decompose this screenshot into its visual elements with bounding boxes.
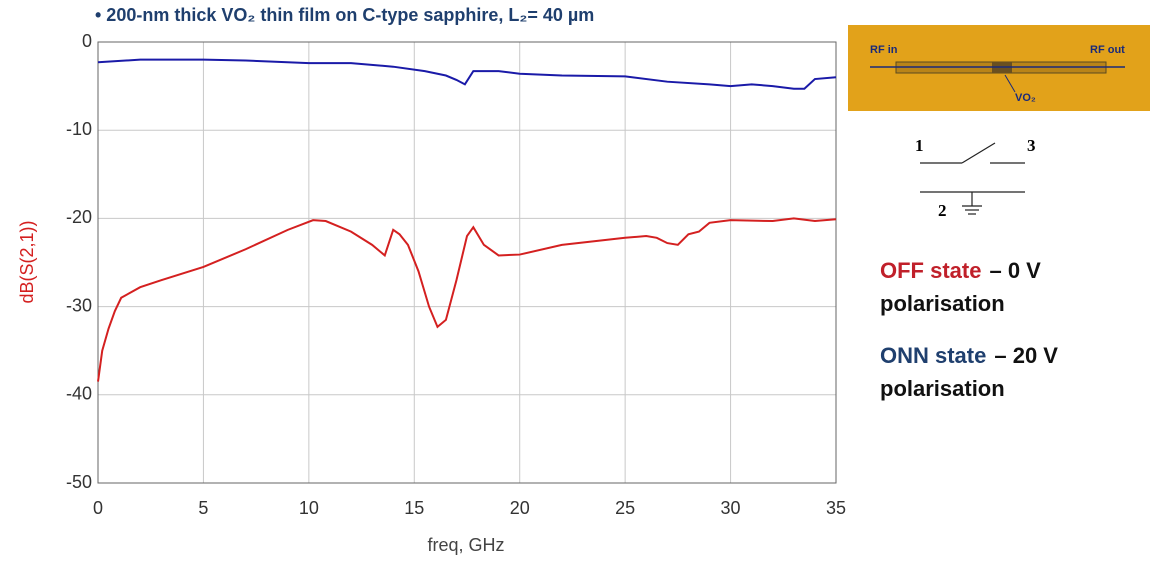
- data-line: [97, 217, 837, 382]
- y-tick-label: -50: [66, 472, 92, 492]
- legend-text: – 20 V: [994, 343, 1058, 368]
- x-tick-label: 25: [615, 498, 635, 518]
- y-tick-label: 0: [82, 31, 92, 51]
- legend-text: – 0 V: [989, 258, 1041, 283]
- x-tick-label: 30: [721, 498, 741, 518]
- legend-entry: OFF state – 0 V: [880, 258, 1041, 283]
- inset-label: RF out: [1090, 44, 1125, 56]
- x-tick-label: 15: [404, 498, 424, 518]
- inset-label: VO₂: [1015, 92, 1036, 104]
- x-tick-label: 0: [93, 498, 103, 518]
- legend-text: polarisation: [880, 376, 1005, 401]
- legend-entry: ONN state – 20 V: [880, 343, 1058, 368]
- chart-title: • 200-nm thick VO₂ thin film on C-type s…: [95, 5, 594, 25]
- x-tick-label: 20: [510, 498, 530, 518]
- inset-label: RF in: [870, 44, 898, 56]
- x-tick-label: 5: [198, 498, 208, 518]
- x-axis-label: freq, GHz: [427, 535, 504, 555]
- y-tick-label: -20: [66, 207, 92, 227]
- y-tick-label: -30: [66, 295, 92, 315]
- data-line: [97, 58, 837, 90]
- port-label: 2: [938, 201, 947, 220]
- y-tick-label: -40: [66, 384, 92, 404]
- legend-name: OFF state: [880, 258, 981, 283]
- y-tick-label: -10: [66, 119, 92, 139]
- x-tick-label: 10: [299, 498, 319, 518]
- vo2-pointer: [1004, 74, 1016, 93]
- plot-frame: [97, 41, 837, 484]
- legend-text: polarisation: [880, 291, 1005, 316]
- port-label: 3: [1027, 136, 1036, 155]
- legend-name: ONN state: [880, 343, 986, 368]
- port-label: 1: [915, 136, 924, 155]
- switch-diagram: [920, 142, 1025, 215]
- x-tick-label: 35: [826, 498, 846, 518]
- y-axis-label: dB(S(2,1)): [17, 220, 37, 303]
